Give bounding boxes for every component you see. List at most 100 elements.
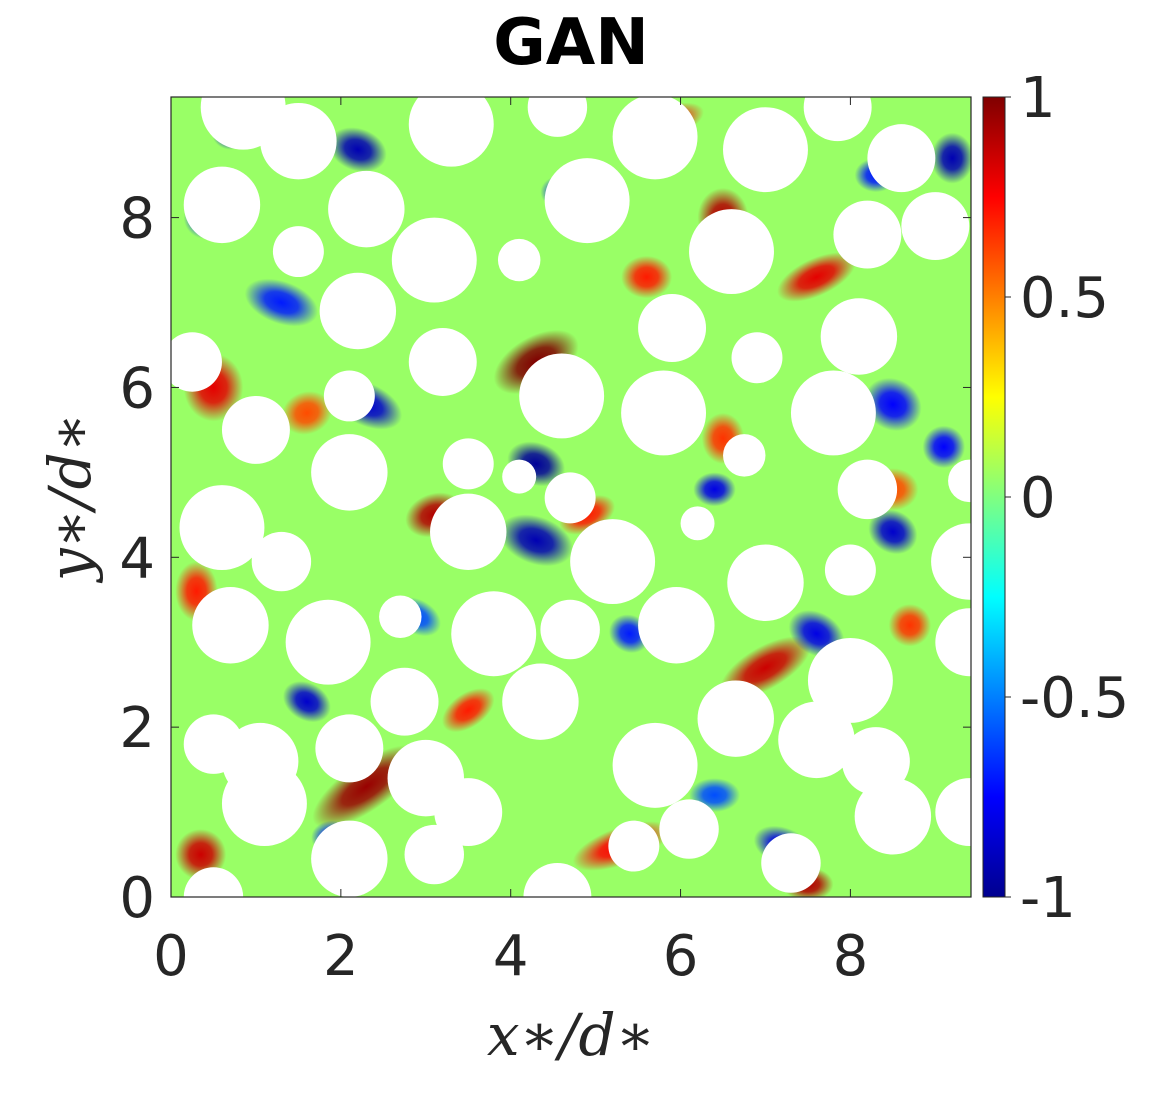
particle-hole xyxy=(430,493,507,571)
particle-hole xyxy=(697,680,774,757)
heatmap-blob xyxy=(244,278,319,327)
particle-hole xyxy=(638,587,715,664)
particle-hole xyxy=(841,727,910,796)
particle-hole xyxy=(183,166,261,244)
particle-hole xyxy=(901,192,970,261)
particle-hole xyxy=(638,294,707,362)
heatmap-blob xyxy=(868,509,918,555)
particle-hole xyxy=(727,544,804,621)
heatmap-blob xyxy=(864,377,922,432)
heatmap-blob xyxy=(931,132,971,184)
particle-hole xyxy=(183,867,244,897)
particle-hole xyxy=(323,370,375,422)
particle-hole xyxy=(527,97,588,137)
particle-hole xyxy=(778,701,855,779)
colorbar xyxy=(982,96,1006,898)
particle-hole xyxy=(820,298,898,375)
particle-hole xyxy=(807,637,893,723)
plot-frame xyxy=(170,96,972,898)
particle-hole xyxy=(408,327,477,396)
particle-hole xyxy=(272,226,324,278)
particle-hole xyxy=(260,102,337,180)
particle-hole xyxy=(608,820,660,872)
y-tick-label: 6 xyxy=(119,356,155,421)
heatmap-blob xyxy=(442,688,495,733)
particle-hole xyxy=(285,599,371,685)
heatmap-blob xyxy=(888,604,932,647)
y-axis-label: y∗/d∗ xyxy=(36,413,104,584)
heatmap-blob xyxy=(777,252,856,302)
x-tick-label: 8 xyxy=(833,924,869,989)
particle-hole xyxy=(502,663,579,740)
particle-hole xyxy=(519,353,605,439)
x-axis: 0 2 4 6 8 xyxy=(153,97,868,989)
particle-hole xyxy=(315,714,384,783)
x-tick-label: 4 xyxy=(493,924,529,989)
particle-hole xyxy=(824,544,876,596)
heatmap-blob xyxy=(922,425,966,469)
particle-hole xyxy=(192,587,269,664)
particle-hole xyxy=(451,591,537,677)
x-tick-label: 2 xyxy=(323,924,359,989)
particle-hole xyxy=(621,370,707,456)
particle-hole xyxy=(544,472,596,524)
particle-hole xyxy=(408,97,494,167)
particle-hole xyxy=(731,332,783,384)
particle-hole xyxy=(251,531,312,592)
y-tick-label: 0 xyxy=(119,866,155,931)
y-tick-label: 4 xyxy=(119,526,155,591)
particle-hole xyxy=(867,124,936,193)
heatmap-blob xyxy=(175,829,227,881)
particle-hole xyxy=(790,370,876,456)
particle-hole xyxy=(689,209,774,295)
particle-hole xyxy=(659,799,719,859)
particle-hole xyxy=(221,395,290,464)
y-tick-label: 8 xyxy=(119,187,155,252)
particle-hole xyxy=(523,863,592,897)
x-axis-label: x∗/d∗ xyxy=(487,1001,655,1069)
particle-hole xyxy=(833,200,902,269)
y-tick-label: 2 xyxy=(119,696,155,761)
particle-hole xyxy=(935,608,971,677)
particle-hole xyxy=(612,722,698,808)
heatmap-blob xyxy=(621,255,673,299)
particle-hole xyxy=(221,761,307,847)
colorbar-tick-label: 1 xyxy=(1020,66,1056,131)
particle-hole xyxy=(311,820,388,897)
particle-hole xyxy=(680,506,715,541)
particle-hole xyxy=(723,107,808,193)
particle-hole xyxy=(570,519,656,605)
particle-hole xyxy=(502,459,537,494)
particle-hole xyxy=(434,778,503,847)
heatmap-blob xyxy=(282,681,331,723)
particle-hole xyxy=(404,824,464,885)
particle-hole xyxy=(723,434,766,477)
particle-hole xyxy=(931,523,971,600)
particle-hole xyxy=(948,459,971,503)
heatmap-blob xyxy=(499,514,574,567)
particle-hole xyxy=(311,434,388,511)
particle-hole xyxy=(612,97,698,180)
x-tick-label: 0 xyxy=(153,924,189,989)
particle-hole xyxy=(837,459,898,520)
heatmap-holes xyxy=(171,97,971,897)
heatmap-blob xyxy=(281,391,332,435)
particle-hole xyxy=(540,599,600,660)
colorbar-tick-label: -1 xyxy=(1020,866,1076,931)
particle-hole xyxy=(328,170,405,248)
colorbar-tick-label: 0 xyxy=(1020,466,1056,531)
particle-hole xyxy=(442,438,494,490)
particle-hole xyxy=(854,778,932,855)
particle-hole xyxy=(544,158,630,244)
particle-hole xyxy=(761,833,821,893)
particle-hole xyxy=(497,238,541,282)
colorbar-tick-label: 0.5 xyxy=(1020,266,1109,331)
particle-hole xyxy=(171,332,222,392)
particle-hole xyxy=(179,485,265,571)
particle-hole xyxy=(803,97,872,142)
x-tick-label: 6 xyxy=(663,924,699,989)
y-axis: 0 2 4 6 8 xyxy=(119,187,971,931)
particle-hole xyxy=(370,667,439,736)
colorbar-ticks: -1 -0.5 0 0.5 1 xyxy=(1005,66,1129,931)
